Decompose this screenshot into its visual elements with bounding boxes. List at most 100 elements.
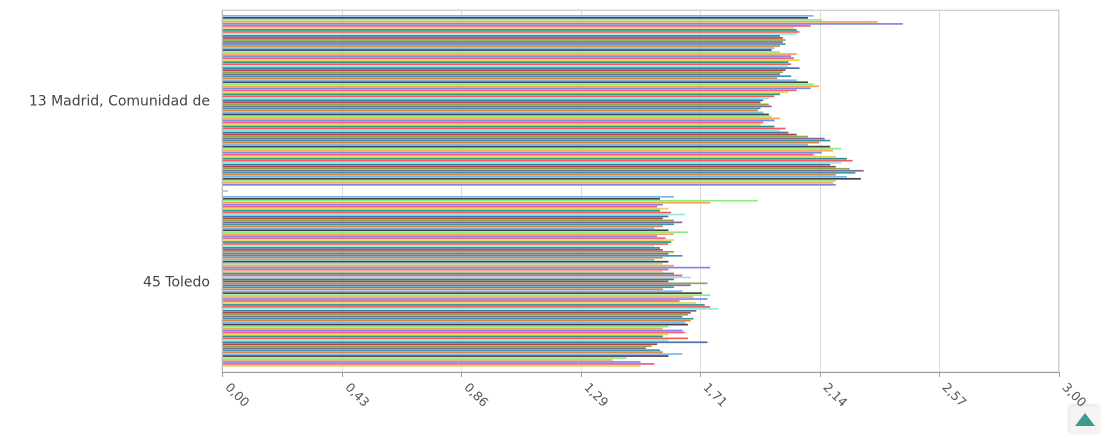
bar[interactable]	[223, 103, 769, 106]
bar[interactable]	[223, 280, 669, 283]
bar[interactable]	[223, 221, 683, 224]
bar[interactable]	[223, 247, 661, 249]
bar[interactable]	[223, 233, 674, 236]
bar[interactable]	[223, 49, 772, 51]
bar[interactable]	[223, 23, 903, 25]
bar[interactable]	[223, 327, 663, 330]
bar[interactable]	[223, 117, 780, 120]
bar[interactable]	[223, 159, 853, 162]
bar[interactable]	[223, 213, 686, 216]
bar[interactable]	[223, 365, 641, 367]
bar[interactable]	[223, 227, 655, 230]
bar[interactable]	[223, 55, 792, 57]
bar[interactable]	[223, 119, 775, 122]
bar[interactable]	[223, 196, 674, 198]
bar[interactable]	[223, 251, 674, 253]
bar[interactable]	[223, 85, 820, 88]
bar[interactable]	[223, 73, 780, 76]
bar[interactable]	[223, 121, 764, 124]
bar[interactable]	[223, 203, 663, 206]
bar[interactable]	[223, 347, 647, 350]
bar[interactable]	[223, 260, 669, 263]
bar[interactable]	[223, 333, 669, 336]
bar[interactable]	[223, 308, 719, 310]
bar[interactable]	[223, 268, 669, 271]
bar[interactable]	[223, 361, 641, 363]
bar[interactable]	[223, 219, 674, 222]
bar[interactable]	[223, 75, 792, 78]
bar[interactable]	[223, 173, 836, 176]
bar[interactable]	[223, 272, 674, 275]
bar[interactable]	[223, 359, 613, 361]
bar[interactable]	[223, 239, 674, 241]
bar[interactable]	[223, 223, 674, 226]
bar[interactable]	[223, 241, 672, 243]
bar[interactable]	[223, 51, 780, 53]
bar[interactable]	[223, 306, 711, 308]
bar[interactable]	[223, 237, 666, 239]
bar[interactable]	[223, 282, 708, 285]
bar[interactable]	[223, 179, 836, 182]
bar[interactable]	[223, 304, 705, 306]
bar[interactable]	[223, 149, 834, 152]
bar[interactable]	[223, 199, 758, 202]
bar[interactable]	[223, 135, 808, 138]
bar[interactable]	[223, 349, 661, 351]
bar[interactable]	[223, 47, 775, 49]
bar[interactable]	[223, 165, 836, 168]
bar[interactable]	[223, 300, 680, 302]
bar[interactable]	[223, 143, 808, 146]
bar[interactable]	[223, 137, 825, 140]
bar[interactable]	[223, 91, 789, 94]
bar[interactable]	[223, 59, 800, 61]
bar[interactable]	[223, 266, 711, 269]
bar[interactable]	[223, 209, 661, 212]
bar[interactable]	[223, 254, 683, 257]
bar[interactable]	[223, 355, 669, 357]
bar[interactable]	[223, 57, 794, 59]
bar[interactable]	[223, 325, 669, 328]
bar[interactable]	[223, 35, 780, 37]
bar[interactable]	[223, 284, 691, 287]
bar[interactable]	[223, 215, 669, 218]
bar[interactable]	[223, 89, 797, 92]
scroll-to-top-button[interactable]	[1070, 406, 1100, 434]
bar[interactable]	[223, 329, 683, 332]
bar[interactable]	[223, 353, 683, 355]
bar[interactable]	[223, 310, 697, 312]
bar[interactable]	[223, 286, 674, 289]
bar[interactable]	[223, 151, 822, 154]
bar[interactable]	[223, 81, 808, 84]
bar[interactable]	[223, 113, 769, 116]
bar[interactable]	[223, 302, 697, 304]
bar[interactable]	[223, 93, 780, 96]
bar[interactable]	[223, 288, 663, 291]
bar[interactable]	[223, 31, 800, 33]
bar[interactable]	[223, 205, 658, 208]
bar[interactable]	[223, 264, 674, 267]
bar[interactable]	[223, 99, 764, 102]
bar[interactable]	[223, 161, 842, 164]
bar[interactable]	[223, 351, 663, 353]
bar[interactable]	[223, 270, 663, 273]
bar[interactable]	[223, 211, 672, 214]
bar[interactable]	[223, 171, 856, 174]
bar[interactable]	[223, 19, 822, 21]
bar[interactable]	[223, 123, 761, 126]
bar[interactable]	[223, 231, 688, 234]
bar[interactable]	[223, 71, 783, 74]
bar[interactable]	[223, 21, 878, 23]
bar[interactable]	[223, 15, 814, 17]
bar[interactable]	[223, 105, 772, 108]
bar[interactable]	[223, 345, 652, 348]
bar[interactable]	[223, 63, 792, 65]
bar[interactable]	[223, 43, 786, 45]
bar[interactable]	[223, 274, 683, 277]
bar[interactable]	[223, 335, 663, 338]
bar[interactable]	[223, 315, 683, 318]
bar[interactable]	[223, 243, 669, 245]
bar[interactable]	[223, 101, 761, 104]
bar[interactable]	[223, 249, 663, 251]
bar[interactable]	[223, 133, 797, 136]
bar[interactable]	[223, 339, 669, 342]
